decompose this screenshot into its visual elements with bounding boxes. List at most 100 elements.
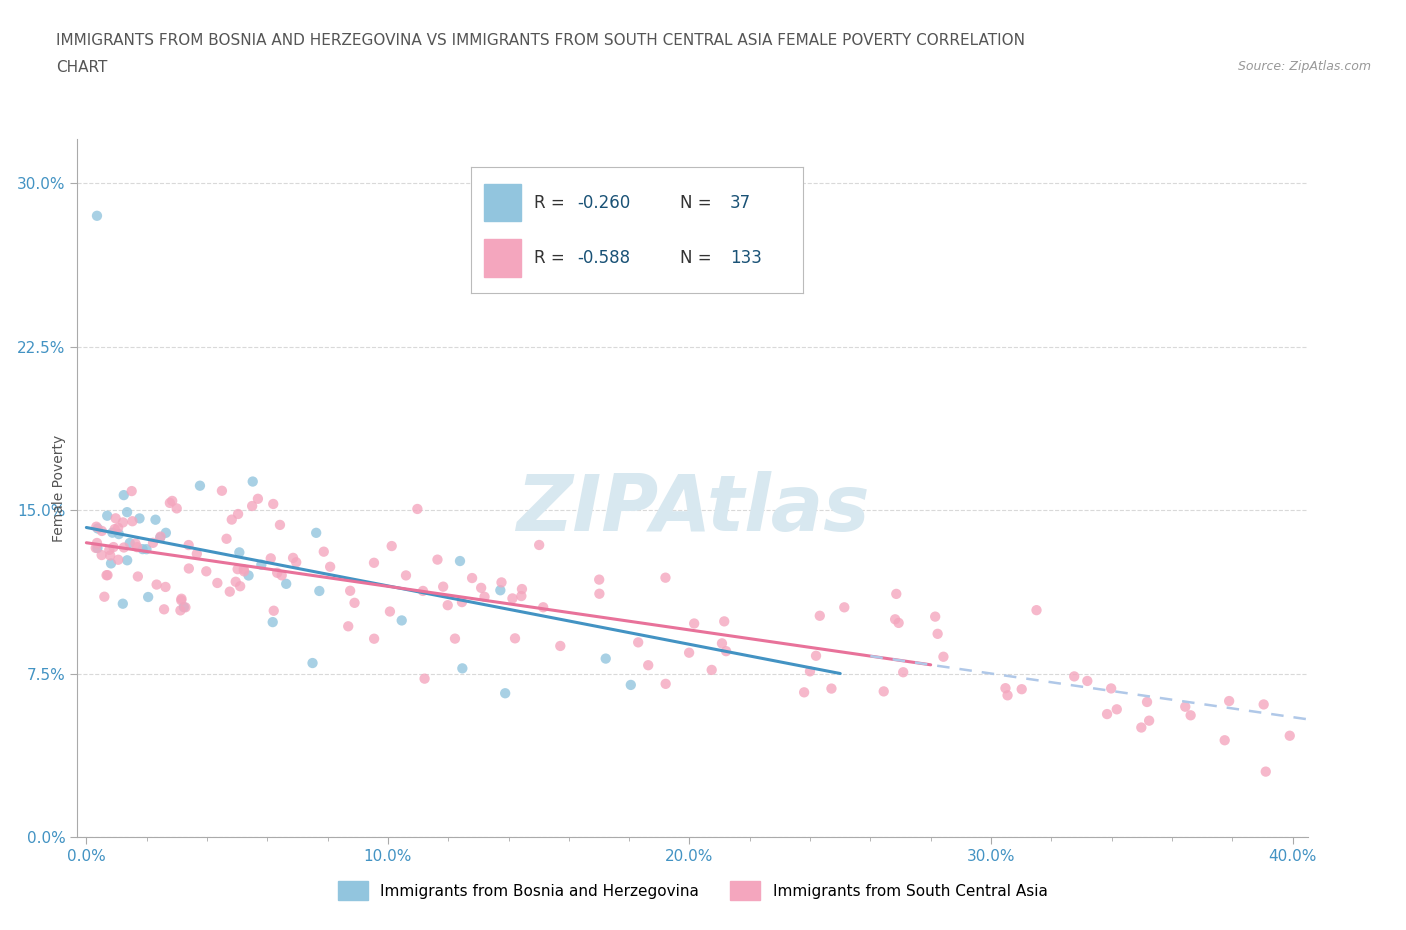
Text: CHART: CHART xyxy=(56,60,108,75)
Point xyxy=(104,522,127,537)
Point xyxy=(339,583,361,598)
Point xyxy=(997,688,1019,703)
Point xyxy=(263,604,285,618)
Point xyxy=(86,519,108,534)
Point xyxy=(884,612,907,627)
Point xyxy=(262,497,284,512)
Point xyxy=(233,564,256,578)
Point xyxy=(683,616,706,631)
Legend: Immigrants from Bosnia and Herzegovina, Immigrants from South Central Asia: Immigrants from Bosnia and Herzegovina, … xyxy=(332,875,1053,906)
Point xyxy=(1253,697,1275,711)
Point xyxy=(188,478,211,493)
Point xyxy=(115,505,138,520)
Point xyxy=(149,529,172,544)
Point xyxy=(86,208,108,223)
Point xyxy=(96,509,118,524)
Point xyxy=(595,651,617,666)
Point xyxy=(312,544,335,559)
Point xyxy=(873,684,896,698)
Point xyxy=(96,567,118,582)
Point xyxy=(131,541,153,556)
Point xyxy=(104,511,127,525)
Point xyxy=(714,644,737,658)
Point xyxy=(793,684,815,699)
Point xyxy=(153,602,176,617)
Point xyxy=(170,592,193,607)
Point xyxy=(932,649,955,664)
Point xyxy=(269,517,291,532)
Point xyxy=(135,542,157,557)
Point xyxy=(1278,728,1301,743)
Point xyxy=(149,530,172,545)
Point xyxy=(155,579,177,594)
Point xyxy=(531,600,554,615)
Point xyxy=(713,614,735,629)
Point xyxy=(229,578,252,593)
Point xyxy=(173,600,195,615)
Text: IMMIGRANTS FROM BOSNIA AND HERZEGOVINA VS IMMIGRANTS FROM SOUTH CENTRAL ASIA FEM: IMMIGRANTS FROM BOSNIA AND HERZEGOVINA V… xyxy=(56,33,1025,47)
Point xyxy=(98,548,121,563)
Point xyxy=(406,501,429,516)
Point xyxy=(174,600,197,615)
Point xyxy=(108,526,131,541)
Point xyxy=(276,577,298,591)
Point xyxy=(710,636,733,651)
Point xyxy=(337,618,360,633)
Point xyxy=(627,635,650,650)
Point xyxy=(820,681,842,696)
Point xyxy=(84,540,107,555)
Point xyxy=(489,583,512,598)
Point xyxy=(1105,702,1128,717)
Point xyxy=(1130,720,1153,735)
Point xyxy=(474,590,496,604)
Point xyxy=(86,536,108,551)
Point xyxy=(186,546,208,561)
Point xyxy=(90,548,112,563)
Point xyxy=(124,536,146,551)
Point xyxy=(432,579,454,594)
Point xyxy=(225,575,247,590)
Point xyxy=(177,538,200,552)
Point xyxy=(378,604,401,619)
Point xyxy=(112,487,135,502)
Point xyxy=(226,507,249,522)
Point xyxy=(588,572,610,587)
Point xyxy=(436,598,458,613)
Point xyxy=(107,552,129,567)
Point xyxy=(510,581,533,596)
Point xyxy=(1011,682,1033,697)
Point xyxy=(111,596,134,611)
Point xyxy=(1180,708,1202,723)
Point xyxy=(924,609,946,624)
Point xyxy=(491,575,513,590)
Text: ZIPAtlas: ZIPAtlas xyxy=(516,472,869,547)
Point xyxy=(240,498,263,513)
Point xyxy=(363,631,385,646)
Point xyxy=(215,531,238,546)
Point xyxy=(136,590,159,604)
Point xyxy=(1099,681,1122,696)
Point xyxy=(112,540,135,555)
Point xyxy=(195,564,218,578)
Point xyxy=(159,496,181,511)
Point xyxy=(1213,733,1236,748)
Point xyxy=(100,556,122,571)
Point xyxy=(246,491,269,506)
Point xyxy=(343,595,366,610)
Point xyxy=(412,583,434,598)
Point xyxy=(228,545,250,560)
Point xyxy=(319,559,342,574)
Point xyxy=(799,664,821,679)
Point xyxy=(994,681,1017,696)
Point xyxy=(142,536,165,551)
Point xyxy=(285,555,308,570)
Point xyxy=(86,521,108,536)
Point xyxy=(121,484,143,498)
Point xyxy=(449,553,471,568)
Point xyxy=(145,512,167,527)
Point xyxy=(103,539,125,554)
Point xyxy=(550,639,572,654)
Point xyxy=(266,565,288,580)
Point xyxy=(177,561,200,576)
Point xyxy=(238,568,260,583)
